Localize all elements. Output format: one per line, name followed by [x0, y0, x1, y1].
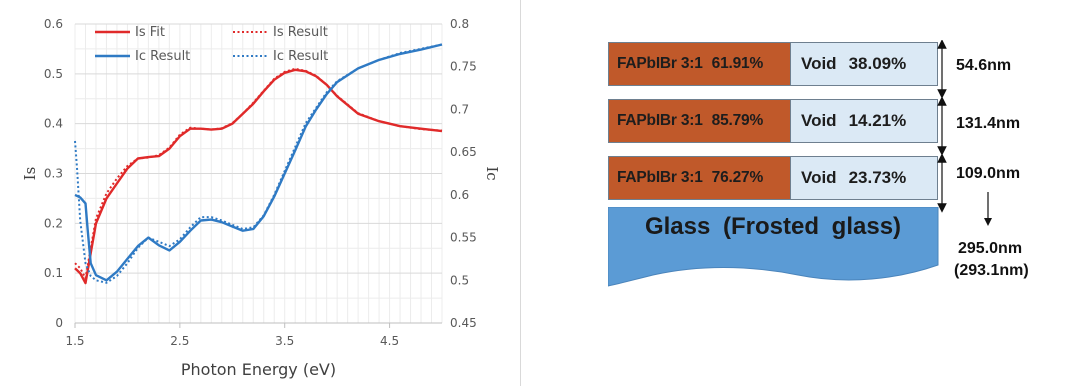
- series-line-is-dotted: [74, 67, 443, 280]
- material-cell: FAPbIBr 3:1 61.91%: [609, 43, 791, 85]
- layer-thickness: 109.0nm: [956, 165, 1021, 182]
- void-cell: Void 14.21%: [791, 100, 937, 142]
- material-cell: FAPbIBr 3:1 85.79%: [609, 100, 791, 142]
- optical-chart-panel: 1.5 2.5 3.5 4.5 0 0.1 0.2 0.3 0.4 0.5 0.6 0.45 0.5 0.…: [0, 0, 521, 386]
- legend-label: Ic Result: [135, 49, 190, 64]
- y-left-tick-label: 0.3: [44, 167, 63, 181]
- y-left-tick-label: 0.4: [44, 117, 63, 131]
- substrate-thickness-alt: (293.1nm): [954, 262, 1029, 279]
- material-name: FAPbIBr 3:1: [617, 112, 703, 129]
- void-cell: Void 23.73%: [791, 157, 937, 199]
- glass-substrate: [608, 207, 939, 287]
- material-name: FAPbIBr 3:1: [617, 55, 703, 72]
- thickness-arrows: [937, 40, 947, 213]
- void-percent: 23.73%: [848, 168, 907, 187]
- x-tick-label: 1.5: [65, 334, 84, 348]
- legend-label: Is Fit: [135, 25, 165, 40]
- y-left-axis-title: Is: [21, 167, 39, 181]
- legend-label: Is Result: [273, 25, 328, 40]
- material-name: FAPbIBr 3:1: [617, 169, 703, 186]
- x-tick-label: 4.5: [380, 334, 399, 348]
- layer-row: FAPbIBr 3:1 85.79% Void 14.21%: [608, 99, 938, 143]
- y-right-tick-label: 0.65: [450, 145, 477, 159]
- glass-label: Glass (Frosted glass): [644, 213, 902, 240]
- series-line-ic-solid: [74, 43, 443, 282]
- y-right-axis-title: Ic: [483, 166, 501, 180]
- y-right-tick-label: 0.45: [450, 316, 477, 330]
- y-right-tick-label: 0.55: [450, 231, 477, 245]
- y-right-tick-label: 0.8: [450, 17, 469, 31]
- material-cell: FAPbIBr 3:1 76.27%: [609, 157, 791, 199]
- y-left-tick-label: 0: [55, 316, 63, 330]
- layer-row: FAPbIBr 3:1 61.91% Void 38.09%: [608, 42, 938, 86]
- x-axis-title: Photon Energy (eV): [181, 360, 336, 379]
- y-left-tick-label: 0.1: [44, 266, 63, 280]
- layer-thickness: 54.6nm: [956, 57, 1012, 74]
- legend-label: Ic Result: [273, 49, 328, 64]
- substrate-thickness: 295.0nm: [958, 240, 1023, 257]
- void-label: Void: [801, 168, 837, 187]
- is-ic-line-chart: 1.5 2.5 3.5 4.5 0 0.1 0.2 0.3 0.4 0.5 0.6 0.45 0.5 0.…: [21, 17, 501, 379]
- series-line-ic-dotted: [74, 43, 443, 284]
- layer-thickness: 131.4nm: [956, 115, 1021, 132]
- y-left-tick-label: 0.2: [44, 216, 63, 230]
- void-label: Void: [801, 111, 837, 130]
- material-percent: 76.27%: [711, 169, 764, 186]
- material-percent: 85.79%: [711, 112, 764, 129]
- y-right-tick-label: 0.7: [450, 102, 469, 116]
- x-tick-label: 2.5: [170, 334, 189, 348]
- y-left-tick-label: 0.6: [44, 17, 63, 31]
- down-arrow-icon: [984, 192, 992, 226]
- material-percent: 61.91%: [711, 55, 764, 72]
- void-cell: Void 38.09%: [791, 43, 937, 85]
- void-percent: 38.09%: [848, 54, 907, 73]
- y-left-tick-label: 0.5: [44, 67, 63, 81]
- y-right-tick-label: 0.75: [450, 60, 477, 74]
- layer-stack-diagram: FAPbIBr 3:1 61.91% Void 38.09% FAPbIBr 3…: [560, 0, 1089, 386]
- void-percent: 14.21%: [848, 111, 907, 130]
- series-line-is-solid: [74, 68, 443, 285]
- x-tick-label: 3.5: [275, 334, 294, 348]
- void-label: Void: [801, 54, 837, 73]
- y-right-tick-label: 0.5: [450, 273, 469, 287]
- layer-row: FAPbIBr 3:1 76.27% Void 23.73%: [608, 156, 938, 200]
- y-right-tick-label: 0.6: [450, 188, 469, 202]
